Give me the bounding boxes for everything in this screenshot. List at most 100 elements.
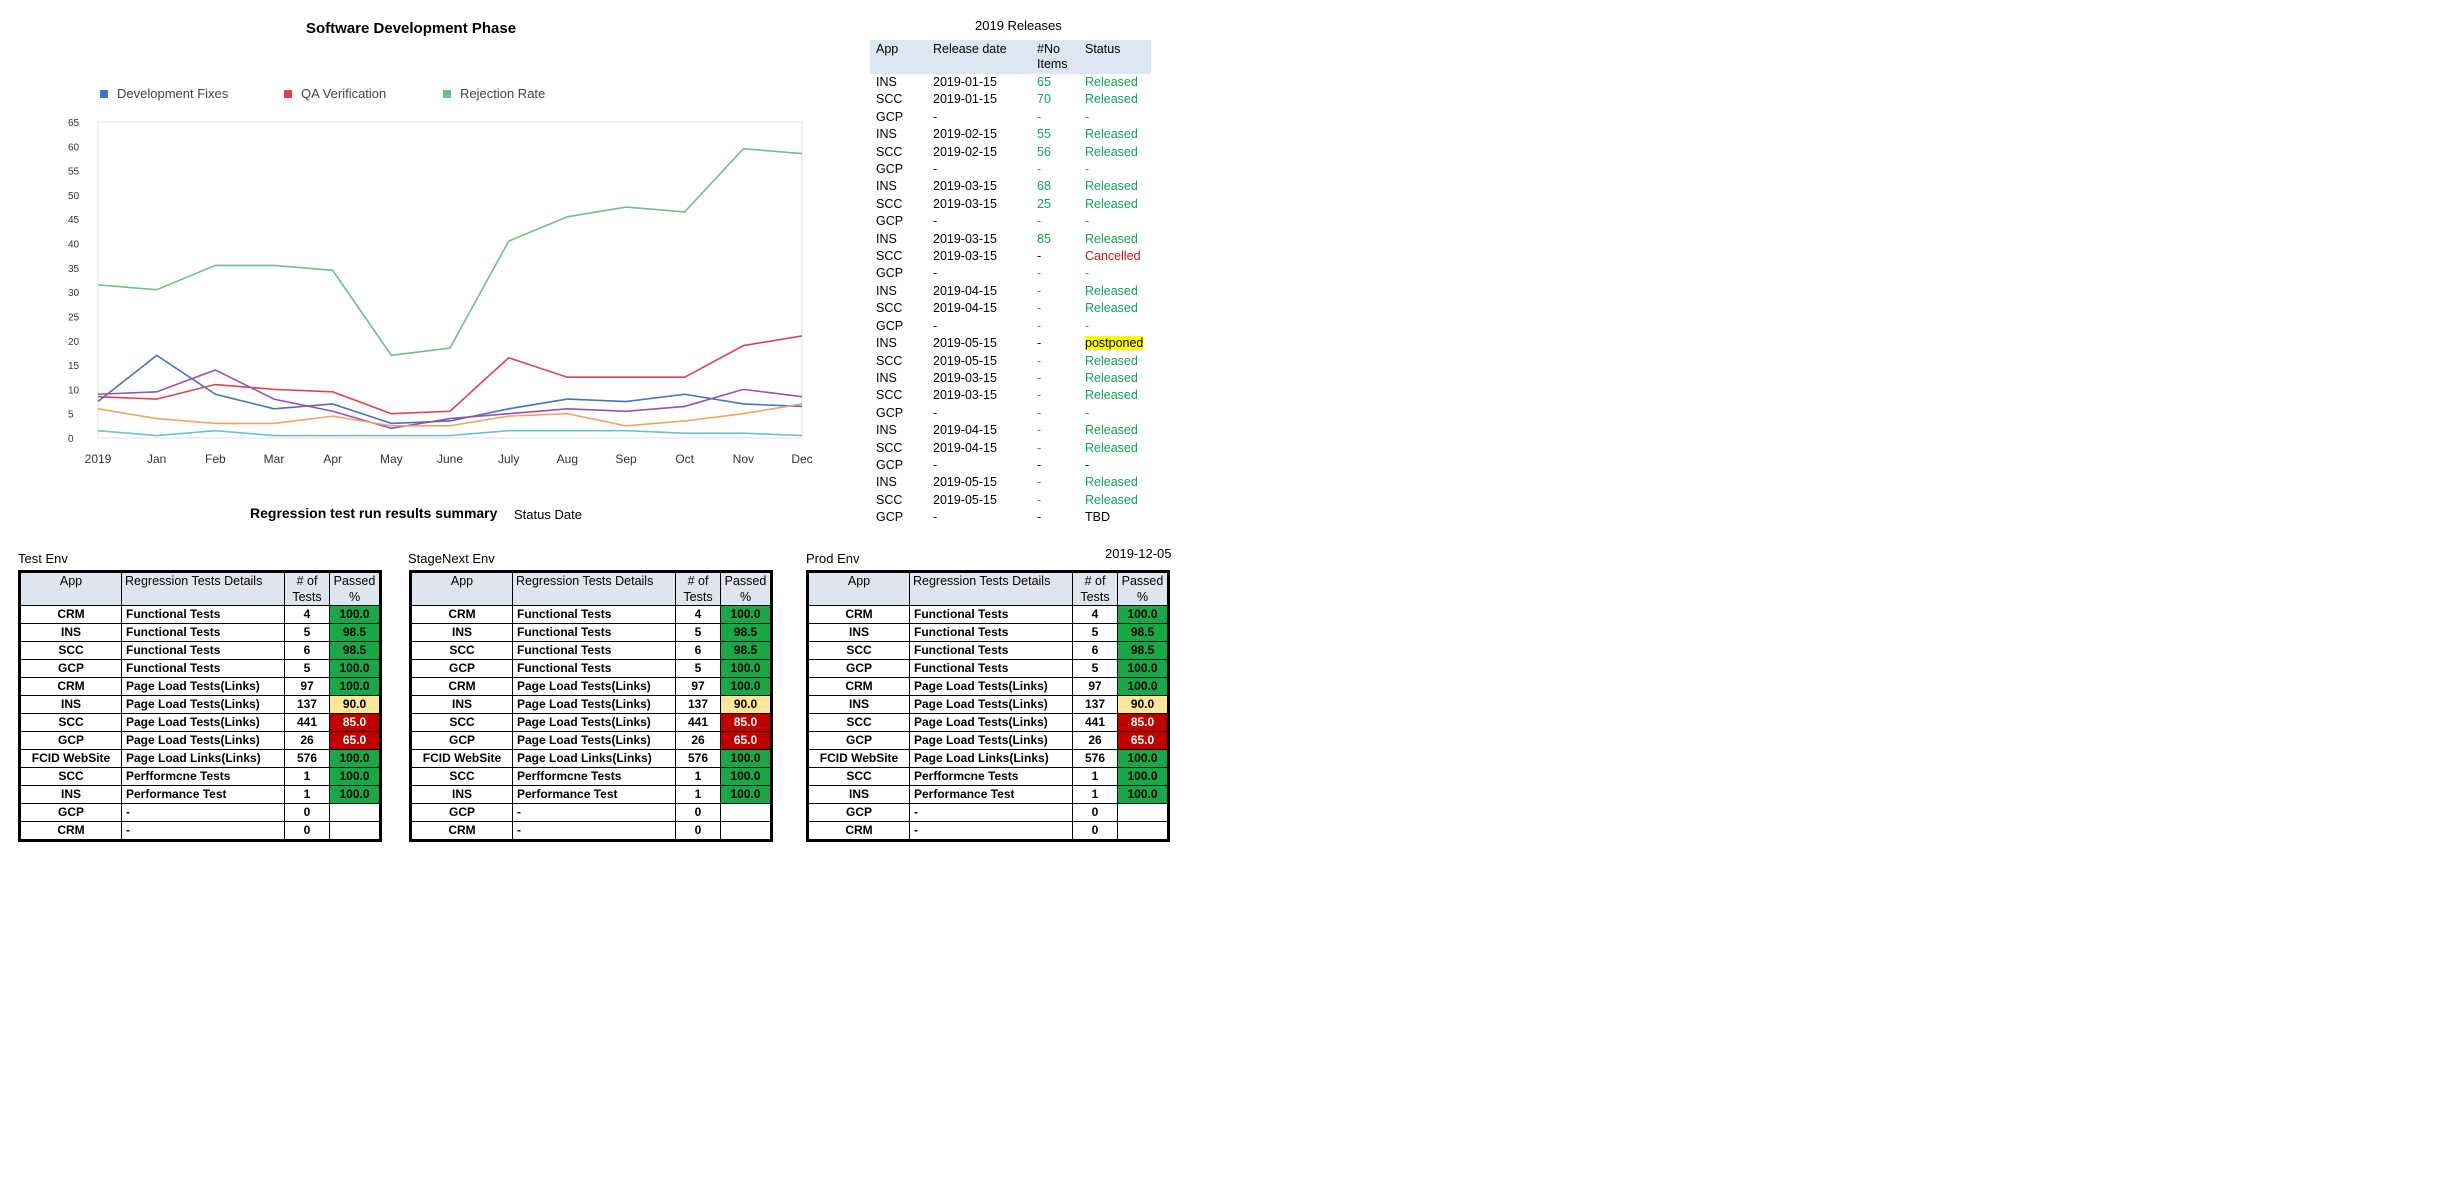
regression-details: Functional Tests [909, 659, 1073, 678]
series-line-2 [97, 354, 803, 425]
release-app: SCC [876, 492, 903, 507]
regression-row: INS Performance Test 1 100.0 [19, 785, 381, 804]
env-label: Test Env [18, 551, 68, 566]
chart-title: Software Development Phase [306, 20, 517, 37]
regression-tests: 4 [1072, 605, 1118, 624]
regression-tests: 137 [1072, 695, 1118, 714]
regression-details: - [909, 821, 1073, 841]
release-row: SCC 2019-03-15 25 Released [870, 196, 1151, 213]
regression-tests: 0 [675, 821, 721, 841]
release-row: SCC 2019-03-15 - Released [870, 387, 1151, 404]
regression-row: SCC Perfformcne Tests 1 100.0 [410, 767, 772, 786]
regression-app: CRM [410, 677, 513, 696]
regression-tests: 441 [284, 713, 330, 732]
x-tick-label: Jan [147, 452, 166, 466]
regression-details: Performance Test [512, 785, 676, 804]
release-status: Released [1085, 301, 1138, 316]
regression-row: CRM Functional Tests 4 100.0 [410, 605, 772, 624]
regression-details: Page Load Tests(Links) [121, 677, 285, 696]
regression-row: INS Functional Tests 5 98.5 [807, 623, 1169, 642]
y-tick-label: 30 [68, 288, 80, 299]
release-status: - [1085, 318, 1090, 333]
regression-details: Functional Tests [121, 641, 285, 660]
regression-passed: 100.0 [720, 659, 772, 678]
series-line-4 [97, 403, 803, 427]
regression-app: SCC [19, 767, 122, 786]
release-items: - [1037, 475, 1042, 490]
regression-passed: 98.5 [329, 641, 381, 660]
regression-details: - [121, 821, 285, 841]
release-items: - [1037, 510, 1042, 525]
series-line-3 [97, 369, 803, 430]
release-items: 70 [1037, 92, 1051, 107]
release-date: - [933, 405, 938, 420]
regression-passed: 90.0 [1117, 695, 1169, 714]
regression-details: Page Load Tests(Links) [909, 731, 1073, 750]
releases-header-status: Status [1079, 40, 1151, 74]
x-tick-label: Feb [205, 452, 226, 466]
regression-tests: 576 [1072, 749, 1118, 768]
release-app: SCC [876, 249, 903, 264]
regression-header-details: Regression Tests Details [121, 571, 285, 606]
regression-details: Functional Tests [512, 659, 676, 678]
release-app: INS [876, 75, 897, 89]
regression-details: Page Load Tests(Links) [512, 731, 676, 750]
series-line-1 [97, 335, 803, 415]
release-status: - [1085, 162, 1090, 177]
release-row: INS 2019-04-15 - Released [870, 422, 1151, 439]
release-date: - [933, 266, 938, 281]
regression-details: Performance Test [909, 785, 1073, 804]
release-app: INS [876, 336, 897, 351]
regression-row: INS Performance Test 1 100.0 [410, 785, 772, 804]
regression-tests: 576 [675, 749, 721, 768]
release-app: SCC [876, 353, 903, 368]
release-app: GCP [876, 109, 904, 124]
y-tick-label: 65 [68, 118, 80, 129]
regression-details: - [121, 803, 285, 822]
regression-row: GCP Functional Tests 5 100.0 [19, 659, 381, 678]
release-status: - [1085, 266, 1090, 281]
release-status: Released [1085, 231, 1138, 246]
releases-header-app: App [870, 40, 927, 74]
releases-title: 2019 Releases [975, 18, 1062, 33]
release-status: - [1085, 405, 1090, 420]
regression-row: SCC Perfformcne Tests 1 100.0 [807, 767, 1169, 786]
release-date: 2019-03-15 [933, 231, 997, 246]
regression-passed: 100.0 [1117, 659, 1169, 678]
regression-tests: 137 [675, 695, 721, 714]
regression-passed [329, 803, 381, 822]
regression-row: CRM Functional Tests 4 100.0 [19, 605, 381, 624]
regression-details: Page Load Links(Links) [121, 749, 285, 768]
regression-app: FCID WebSite [19, 749, 122, 768]
regression-details: Page Load Tests(Links) [512, 713, 676, 732]
regression-app: GCP [807, 803, 910, 822]
y-tick-label: 20 [68, 337, 80, 348]
regression-passed: 100.0 [1117, 605, 1169, 624]
release-status: postponed [1079, 335, 1151, 352]
release-app: SCC [876, 388, 903, 403]
regression-app: GCP [410, 803, 513, 822]
release-status: Released [1085, 353, 1138, 368]
release-status: Released [1085, 370, 1138, 385]
regression-passed [720, 803, 772, 822]
regression-header-row: App Regression Tests Details # of Tests Pas… [807, 571, 1169, 606]
release-row: GCP - - TBD [870, 509, 1151, 526]
regression-passed: 98.5 [1117, 641, 1169, 660]
regression-tests: 4 [675, 605, 721, 624]
regression-details: Page Load Links(Links) [512, 749, 676, 768]
release-items: - [1037, 283, 1042, 298]
x-tick-label: Mar [264, 452, 285, 466]
regression-passed: 98.5 [1117, 623, 1169, 642]
regression-passed: 85.0 [329, 713, 381, 732]
release-app: SCC [876, 196, 903, 211]
regression-header-row: App Regression Tests Details # of Tests Pas… [410, 571, 772, 606]
line-chart: 0 5 10 15 20 25 30 35 40 45 50 55 60 65 2019 Jan Feb Mar A… [68, 118, 813, 466]
x-tick-label: Aug [557, 452, 578, 466]
env-label: StageNext Env [408, 551, 495, 566]
release-items: 55 [1037, 127, 1051, 142]
regression-tests: 5 [1072, 623, 1118, 642]
release-date: 2019-01-15 [933, 92, 997, 107]
release-status: Released [1085, 92, 1138, 107]
regression-passed: 100.0 [720, 677, 772, 696]
release-status: Cancelled [1085, 249, 1141, 264]
